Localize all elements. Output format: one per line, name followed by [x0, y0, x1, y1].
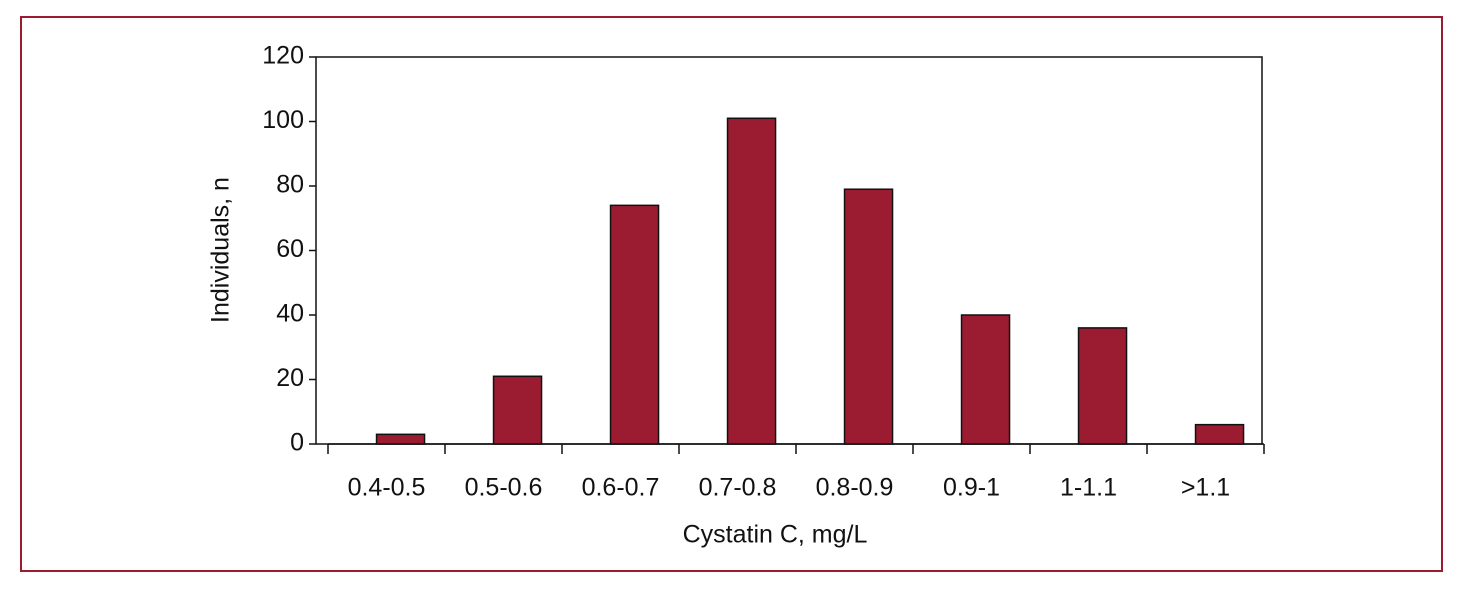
x-tick-label: 0.6-0.7 [582, 474, 660, 502]
bar [609, 204, 660, 445]
y-tick-label: 100 [262, 106, 304, 134]
y-tick-label: 80 [276, 171, 304, 199]
y-tick-label: 120 [262, 42, 304, 70]
y-tick-label: 40 [276, 300, 304, 328]
y-axis-label: Individuals, n [207, 177, 235, 323]
x-tick-label: >1.1 [1181, 474, 1230, 502]
x-tick-label: 0.5-0.6 [465, 474, 543, 502]
y-tick-label: 60 [276, 235, 304, 263]
x-tick-label: 1-1.1 [1060, 474, 1117, 502]
bar [492, 375, 543, 445]
bar [1194, 423, 1245, 445]
frame [20, 16, 1443, 572]
bar [375, 433, 426, 445]
x-tick-label: 0.8-0.9 [816, 474, 894, 502]
bar [1077, 327, 1128, 445]
bar [726, 117, 777, 445]
bar [960, 314, 1011, 445]
x-tick-label: 0.7-0.8 [699, 474, 777, 502]
y-tick-label: 20 [276, 364, 304, 392]
y-tick-label: 0 [290, 429, 304, 457]
x-tick-label: 0.4-0.5 [348, 474, 426, 502]
x-axis-label: Cystatin C, mg/L [683, 521, 868, 549]
bar [843, 188, 894, 445]
x-tick-label: 0.9-1 [943, 474, 1000, 502]
